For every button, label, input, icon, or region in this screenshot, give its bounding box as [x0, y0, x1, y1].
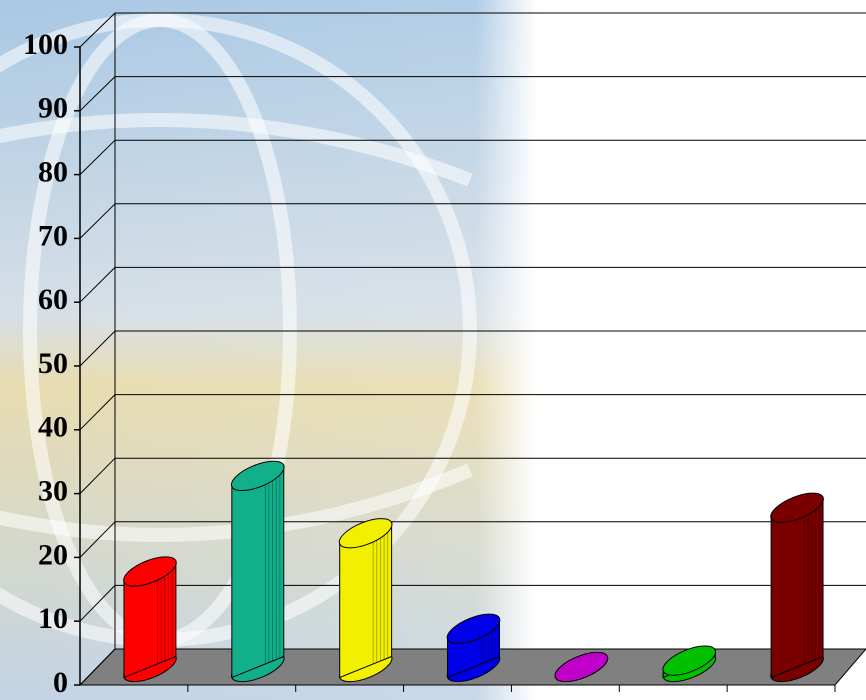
y-tick-label: 90: [38, 92, 68, 125]
y-tick-label: 10: [38, 602, 68, 635]
grid-diagonal: [79, 457, 116, 494]
grid-diagonal: [79, 330, 116, 367]
grid-diagonal: [79, 648, 116, 686]
bar: [446, 613, 501, 683]
grid-diagonal: [79, 139, 116, 175]
y-tick-label: 0: [53, 666, 68, 699]
grid-diagonal: [79, 76, 116, 112]
y-tick-label: 60: [38, 283, 68, 316]
y-tick-label: 70: [38, 219, 68, 252]
bars: [123, 460, 824, 683]
labels: 0 10 20 30 40 50 60 70 80 90 100: [23, 28, 68, 699]
bar-top: [770, 492, 824, 523]
grid-diagonal: [79, 12, 116, 48]
bar: [770, 492, 824, 683]
y-tick-label: 30: [38, 474, 68, 507]
bar: [230, 460, 285, 683]
bar: [554, 651, 609, 683]
grid-diagonal: [79, 394, 116, 431]
bar: [662, 645, 717, 683]
y-tick-label: 20: [38, 538, 68, 571]
bar-top: [446, 613, 501, 644]
y-tick-label: 100: [23, 28, 68, 61]
grid-diagonal: [79, 203, 116, 239]
bar-top: [662, 645, 717, 676]
y-tick-label: 50: [38, 347, 68, 380]
grid-diagonal: [79, 521, 116, 558]
grid-diagonal: [79, 267, 116, 303]
bar: [338, 518, 393, 683]
y-tick-label: 40: [38, 411, 68, 444]
grid-diagonal: [79, 585, 116, 622]
bar: [123, 556, 177, 683]
bar-top: [554, 651, 609, 683]
bar-top: [230, 460, 285, 492]
bar-top: [338, 518, 393, 549]
bar-top: [123, 556, 177, 587]
y-tick-label: 80: [38, 155, 68, 188]
